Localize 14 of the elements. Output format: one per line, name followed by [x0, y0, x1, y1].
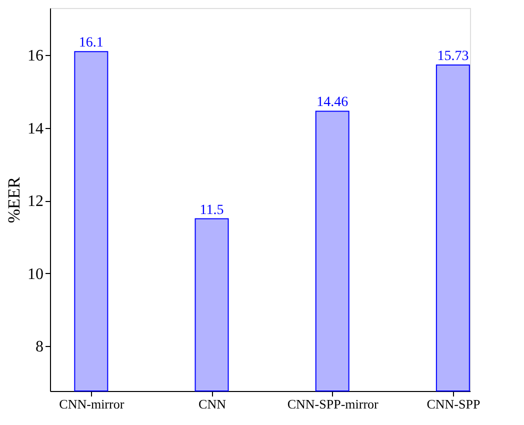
y-tick-label: 14 — [28, 120, 44, 138]
data-label: 16.1 — [78, 36, 104, 51]
y-axis-title: %EER — [4, 176, 24, 224]
y-tick-label: 8 — [36, 338, 44, 356]
x-tick-label: CNN-SPP — [426, 396, 480, 412]
data-label: 15.73 — [437, 49, 469, 64]
data-label: 11.5 — [200, 202, 224, 218]
y-tick-label: 16 — [28, 48, 44, 65]
x-tick-label: CNN-mirror — [59, 396, 125, 412]
y-tick-label: 10 — [28, 266, 44, 283]
x-tick-label: CNN-SPP-mirror — [287, 396, 380, 412]
x-tick-label: CNN — [198, 396, 227, 412]
data-label: 14.46 — [316, 95, 348, 110]
y-tick-label: 12 — [28, 193, 44, 210]
